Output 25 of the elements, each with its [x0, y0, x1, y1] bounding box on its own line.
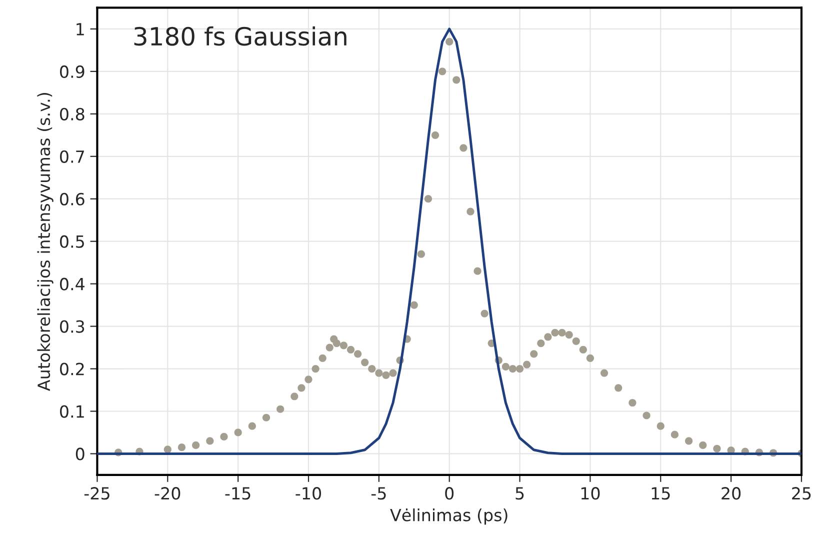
y-tick-label: 0.8: [60, 108, 84, 120]
x-tick-label: -20: [154, 487, 180, 500]
y-tick-label: 0.2: [60, 362, 84, 376]
y-tick-label: 0.3: [60, 320, 84, 333]
x-tick-label: 20: [722, 487, 741, 500]
x-tick-label: -10: [296, 487, 322, 500]
y-tick-label: 0.1: [60, 405, 84, 418]
x-tick-label: 0: [445, 487, 454, 500]
y-axis-title: Autokoreliacijos intensyvumas (s.v.): [37, 92, 54, 391]
x-tick-label: 25: [792, 487, 811, 500]
x-tick-label: -15: [225, 487, 250, 500]
x-tick-label: -25: [84, 487, 110, 500]
annotation: 3180 fs Gaussian: [134, 26, 346, 46]
x-axis-title: Vėlinimas (ps): [390, 508, 508, 525]
y-tick-label: 0.5: [60, 235, 84, 248]
y-tick-label: 0.6: [60, 192, 84, 206]
x-tick-label: 5: [516, 487, 524, 500]
y-tick-label: 0.9: [60, 65, 84, 78]
x-tick-label: 15: [652, 487, 670, 500]
y-tick-label: 0.7: [60, 150, 84, 163]
x-tick-label: -5: [371, 487, 386, 500]
y-tick-label: 0.4: [60, 278, 84, 290]
x-tick-label: 10: [581, 487, 600, 500]
y-tick-label: 1: [76, 23, 84, 36]
y-tick-label: 0: [76, 448, 84, 460]
